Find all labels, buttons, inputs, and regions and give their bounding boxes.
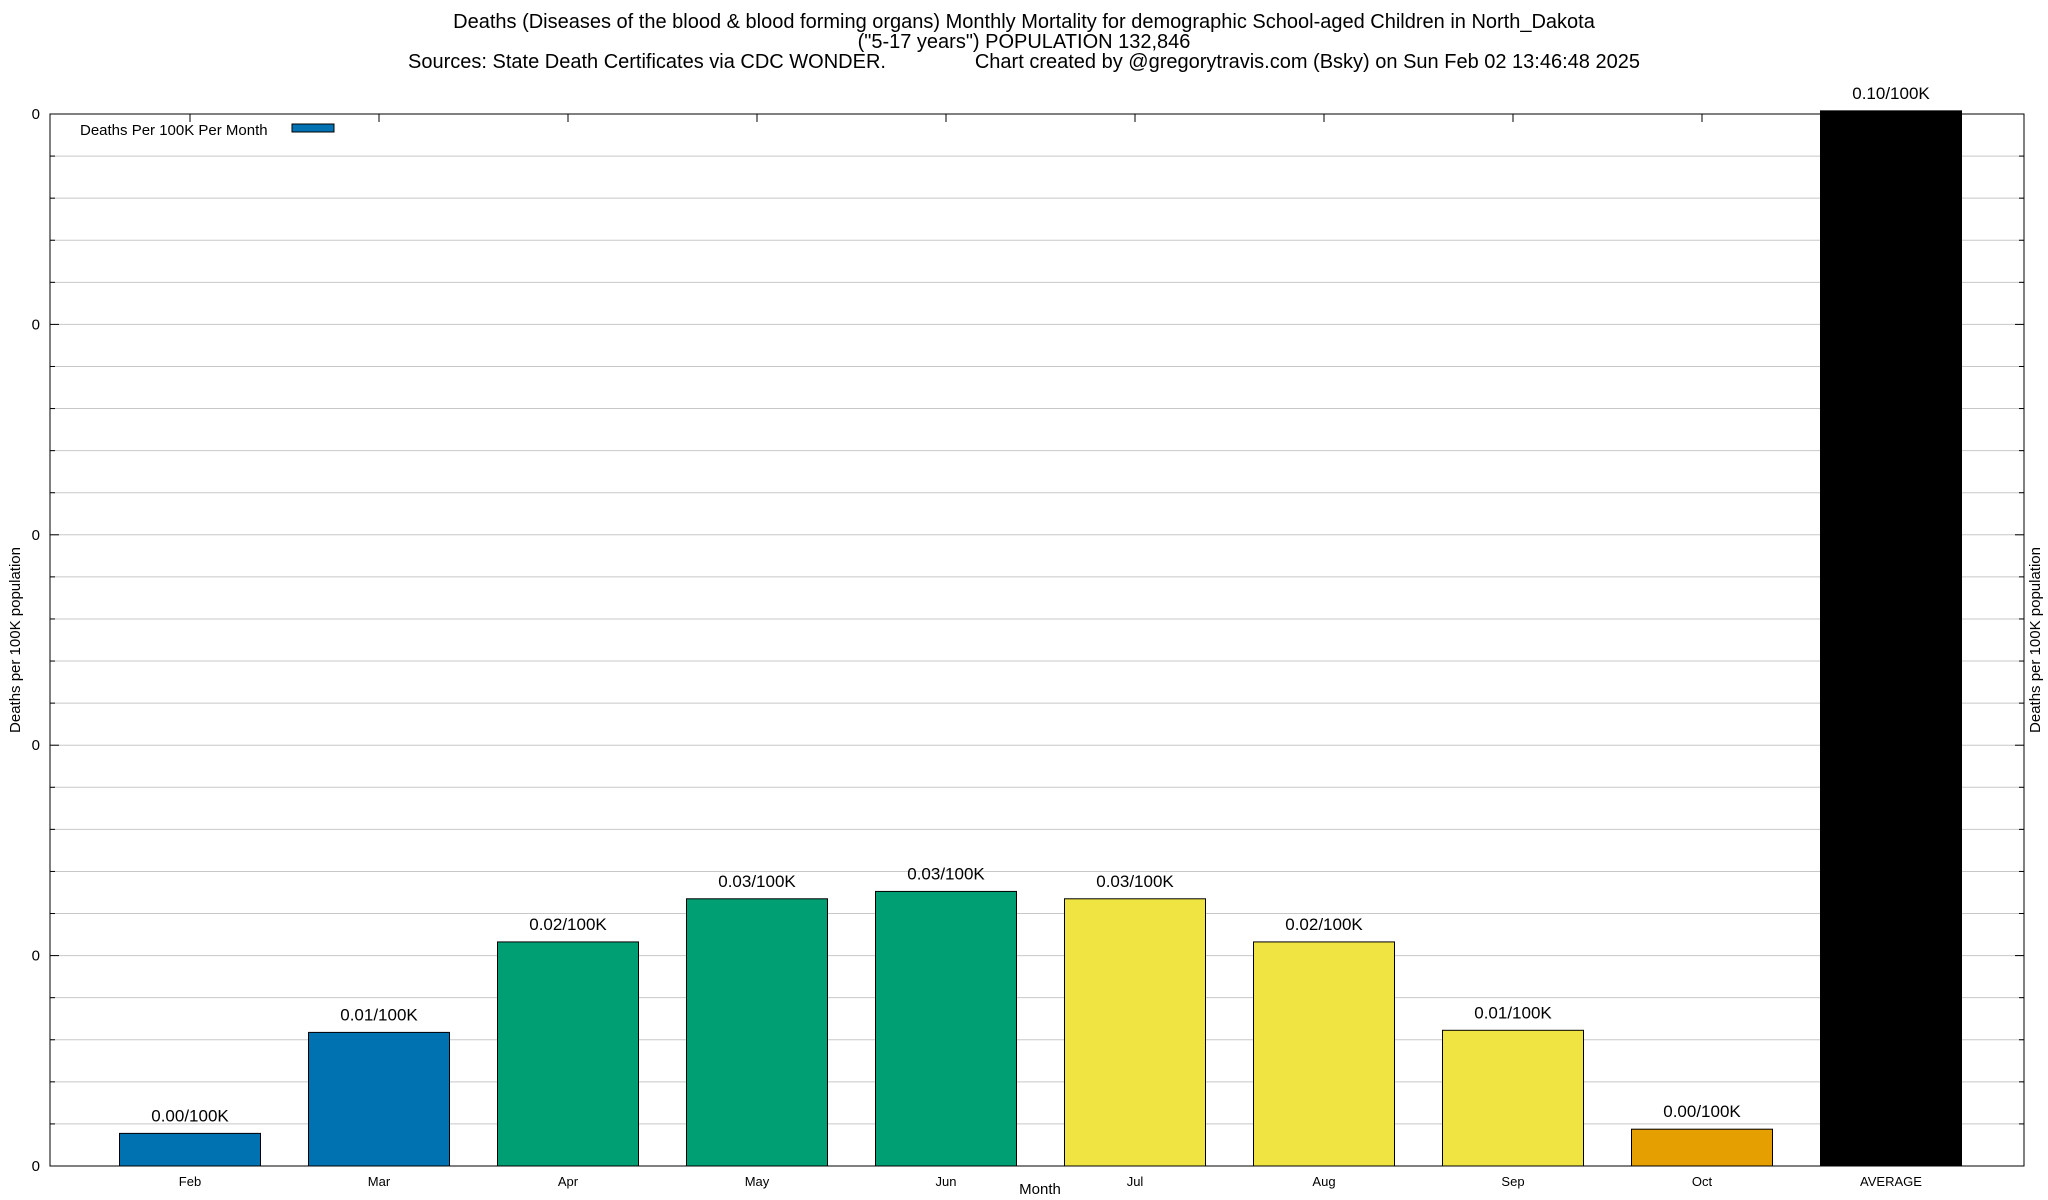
bar-oct (1631, 1128, 1773, 1167)
bar-sep (1442, 1029, 1584, 1167)
chart-title: Deaths (Diseases of the blood & blood fo… (453, 11, 1595, 33)
chart-source-line: Sources: State Death Certificates via CD… (408, 51, 1640, 73)
y-tick-label: 0 (32, 948, 40, 965)
bar-jun (875, 890, 1017, 1167)
x-tick-label: Apr (558, 1174, 579, 1189)
legend-swatch (291, 123, 335, 133)
bar-mar (308, 1031, 450, 1167)
y-tick-label: 0 (32, 316, 40, 333)
y-tick-label: 0 (32, 527, 40, 544)
x-tick-labels: Feb Mar Apr May Jun Jul Aug Sep Oct AVERAGE (179, 1174, 1922, 1189)
y-tick-labels: 0 0 0 0 0 0 (32, 106, 40, 1175)
x-tick-label: Oct (1692, 1174, 1713, 1189)
plot-area (49, 113, 2025, 1167)
x-tick-label: May (745, 1174, 770, 1189)
bars (119, 110, 1962, 1167)
chart-subtitle: ("5-17 years") POPULATION 132,846 (857, 31, 1191, 53)
data-label: 0.02/100K (1285, 915, 1363, 934)
data-label: 0.01/100K (1474, 1003, 1552, 1022)
x-tick-label: Aug (1312, 1174, 1335, 1189)
x-tick-label: AVERAGE (1860, 1174, 1922, 1189)
data-label: 0.00/100K (1663, 1102, 1741, 1121)
data-label: 0.03/100K (718, 872, 796, 891)
x-tick-label: Feb (179, 1174, 201, 1189)
y2-axis-label: Deaths per 100K population (2027, 547, 2044, 733)
bar-average (1820, 110, 1962, 1167)
x-axis-label: Month (1019, 1181, 1061, 1198)
bar-jul (1064, 898, 1206, 1167)
chart-title-block: Deaths (Diseases of the blood & blood fo… (0, 12, 2048, 72)
value-labels: 0.00/100K 0.01/100K 0.02/100K 0.03/100K 0.03… (151, 84, 1930, 1126)
bar-apr (497, 941, 639, 1167)
x-tick-label: Jul (1127, 1174, 1144, 1189)
bar-may (686, 898, 828, 1167)
bar-feb (119, 1132, 261, 1167)
data-label: 0.01/100K (340, 1005, 418, 1024)
data-label: 0.03/100K (907, 864, 985, 883)
data-label: 0.10/100K (1852, 84, 1930, 103)
x-tick-label: Sep (1501, 1174, 1524, 1189)
bar-aug (1253, 941, 1395, 1167)
y-tick-label: 0 (32, 737, 40, 754)
y-tick-label: 0 (32, 106, 40, 123)
x-tick-label: Mar (368, 1174, 391, 1189)
legend: Deaths Per 100K Per Month (80, 122, 335, 139)
y-axis-label: Deaths per 100K population (7, 547, 24, 733)
data-label: 0.03/100K (1096, 872, 1174, 891)
grid-lines (50, 155, 2024, 1125)
y-tick-label: 0 (32, 1158, 40, 1175)
legend-label: Deaths Per 100K Per Month (80, 122, 268, 139)
data-label: 0.00/100K (151, 1106, 229, 1125)
x-tick-label: Jun (936, 1174, 957, 1189)
data-label: 0.02/100K (529, 915, 607, 934)
